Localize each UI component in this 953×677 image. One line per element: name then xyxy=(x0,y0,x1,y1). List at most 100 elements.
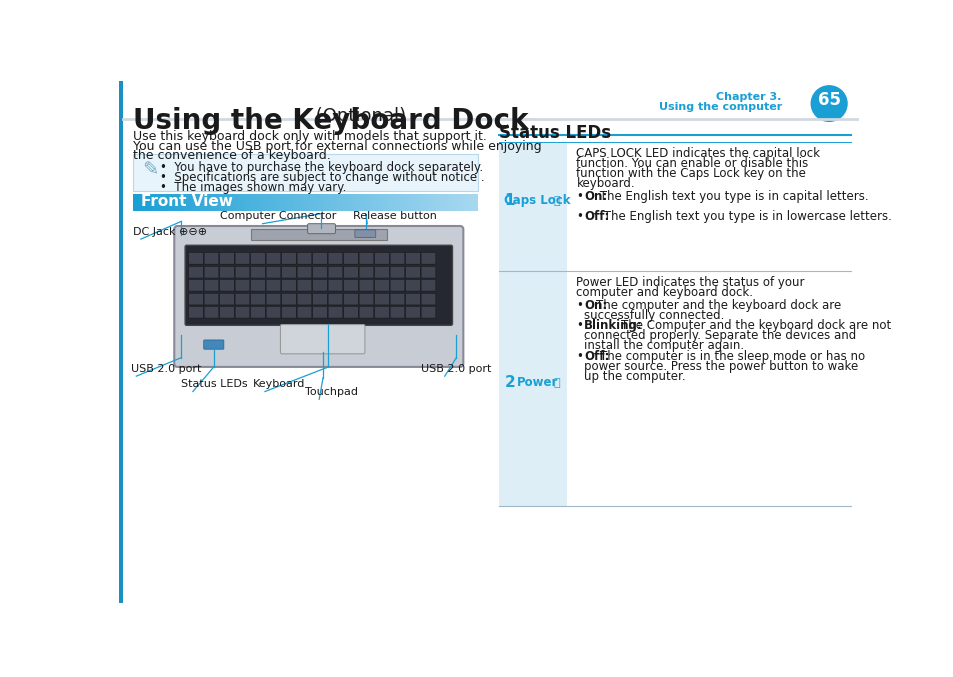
FancyBboxPatch shape xyxy=(133,154,477,191)
FancyBboxPatch shape xyxy=(375,280,389,291)
FancyBboxPatch shape xyxy=(358,293,374,305)
FancyBboxPatch shape xyxy=(375,307,389,318)
Text: ⏻: ⏻ xyxy=(553,378,559,388)
FancyBboxPatch shape xyxy=(204,280,218,291)
FancyBboxPatch shape xyxy=(189,280,203,291)
Text: Touchpad: Touchpad xyxy=(305,387,358,397)
FancyBboxPatch shape xyxy=(313,253,327,264)
FancyBboxPatch shape xyxy=(375,267,389,278)
FancyBboxPatch shape xyxy=(375,293,389,305)
Text: •: • xyxy=(576,350,583,363)
Bar xyxy=(119,81,123,603)
FancyBboxPatch shape xyxy=(343,267,358,278)
Text: •  You have to purchase the keyboard dock separately.: • You have to purchase the keyboard dock… xyxy=(159,161,482,174)
Text: CAPS LOCK LED indicates the capital lock: CAPS LOCK LED indicates the capital lock xyxy=(576,147,820,160)
Text: ✎: ✎ xyxy=(142,160,159,179)
FancyBboxPatch shape xyxy=(375,253,389,264)
FancyBboxPatch shape xyxy=(296,280,312,291)
Text: Using the Keyboard Dock: Using the Keyboard Dock xyxy=(133,108,528,135)
FancyBboxPatch shape xyxy=(174,226,463,367)
Text: 65: 65 xyxy=(817,91,840,110)
Text: 1: 1 xyxy=(504,193,515,208)
FancyBboxPatch shape xyxy=(343,293,358,305)
FancyBboxPatch shape xyxy=(234,307,250,318)
FancyBboxPatch shape xyxy=(420,307,436,318)
FancyBboxPatch shape xyxy=(189,267,203,278)
Text: USB 2.0 port: USB 2.0 port xyxy=(131,364,201,374)
Text: install the computer again.: install the computer again. xyxy=(583,339,743,352)
FancyBboxPatch shape xyxy=(328,307,342,318)
Text: The English text you type is in lowercase letters.: The English text you type is in lowercas… xyxy=(599,210,891,223)
FancyBboxPatch shape xyxy=(251,293,265,305)
Bar xyxy=(498,142,567,271)
FancyBboxPatch shape xyxy=(234,267,250,278)
FancyBboxPatch shape xyxy=(390,267,404,278)
FancyBboxPatch shape xyxy=(390,307,404,318)
FancyBboxPatch shape xyxy=(405,307,420,318)
FancyBboxPatch shape xyxy=(280,324,365,354)
Text: Off:: Off: xyxy=(583,350,609,363)
Bar xyxy=(251,229,386,240)
FancyBboxPatch shape xyxy=(296,267,312,278)
Text: Status LEDs: Status LEDs xyxy=(181,379,248,389)
FancyBboxPatch shape xyxy=(219,267,234,278)
FancyBboxPatch shape xyxy=(420,253,436,264)
Text: Computer Connector: Computer Connector xyxy=(220,211,336,221)
Text: The computer is in the sleep mode or has no: The computer is in the sleep mode or has… xyxy=(599,350,864,363)
FancyBboxPatch shape xyxy=(420,267,436,278)
Text: Status LEDs: Status LEDs xyxy=(498,124,611,141)
FancyBboxPatch shape xyxy=(234,280,250,291)
FancyBboxPatch shape xyxy=(204,253,218,264)
Text: power source. Press the power button to wake: power source. Press the power button to … xyxy=(583,360,858,373)
Text: •: • xyxy=(576,190,583,203)
FancyBboxPatch shape xyxy=(390,293,404,305)
FancyBboxPatch shape xyxy=(189,293,203,305)
FancyBboxPatch shape xyxy=(313,280,327,291)
Text: Using the computer: Using the computer xyxy=(658,102,781,112)
Text: USB 2.0 port: USB 2.0 port xyxy=(421,364,492,374)
Text: 🔒: 🔒 xyxy=(553,196,559,206)
FancyBboxPatch shape xyxy=(405,267,420,278)
Text: Keyboard: Keyboard xyxy=(253,379,305,389)
Text: •: • xyxy=(576,210,583,223)
FancyBboxPatch shape xyxy=(281,253,296,264)
FancyBboxPatch shape xyxy=(251,253,265,264)
FancyBboxPatch shape xyxy=(296,307,312,318)
Text: Power LED indicates the status of your: Power LED indicates the status of your xyxy=(576,276,804,289)
FancyBboxPatch shape xyxy=(358,253,374,264)
Text: keyboard.: keyboard. xyxy=(576,177,635,190)
Text: On:: On: xyxy=(583,190,607,203)
FancyBboxPatch shape xyxy=(328,253,342,264)
Text: up the computer.: up the computer. xyxy=(583,370,685,383)
FancyBboxPatch shape xyxy=(420,280,436,291)
Bar xyxy=(498,271,567,506)
Text: DC Jack ⊕⊖⊕: DC Jack ⊕⊖⊕ xyxy=(133,227,207,237)
FancyBboxPatch shape xyxy=(358,267,374,278)
Text: connected properly. Separate the devices and: connected properly. Separate the devices… xyxy=(583,329,856,342)
Text: Off:: Off: xyxy=(583,210,609,223)
Text: On:: On: xyxy=(583,299,607,312)
Text: •: • xyxy=(576,299,583,312)
FancyBboxPatch shape xyxy=(266,307,280,318)
Text: 2: 2 xyxy=(504,375,515,390)
Text: (Optional): (Optional) xyxy=(310,108,406,125)
FancyBboxPatch shape xyxy=(266,267,280,278)
Text: the convenience of a keyboard.: the convenience of a keyboard. xyxy=(133,149,331,162)
FancyBboxPatch shape xyxy=(234,253,250,264)
FancyBboxPatch shape xyxy=(343,253,358,264)
FancyBboxPatch shape xyxy=(328,280,342,291)
FancyBboxPatch shape xyxy=(266,293,280,305)
FancyBboxPatch shape xyxy=(281,293,296,305)
Text: Chapter 3.: Chapter 3. xyxy=(716,92,781,102)
FancyBboxPatch shape xyxy=(296,293,312,305)
FancyBboxPatch shape xyxy=(405,293,420,305)
Text: •  The images shown may vary.: • The images shown may vary. xyxy=(159,181,346,194)
Text: Release button: Release button xyxy=(353,211,436,221)
FancyBboxPatch shape xyxy=(266,253,280,264)
FancyBboxPatch shape xyxy=(185,245,452,326)
FancyBboxPatch shape xyxy=(251,267,265,278)
FancyBboxPatch shape xyxy=(219,280,234,291)
Circle shape xyxy=(810,85,847,122)
FancyBboxPatch shape xyxy=(281,267,296,278)
FancyBboxPatch shape xyxy=(390,253,404,264)
